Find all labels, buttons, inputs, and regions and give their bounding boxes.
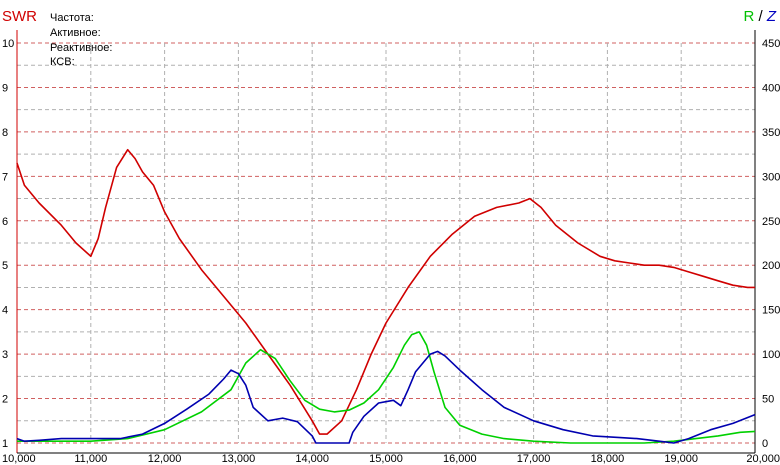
x-tick-label: 12,000	[148, 453, 182, 465]
x-tick-label: 14,000	[295, 453, 329, 465]
y-left-tick-label: 4	[2, 305, 8, 317]
x-tick-label: 20,000	[746, 453, 780, 465]
rz-slash: /	[758, 8, 763, 25]
y-right-tick-label: 300	[762, 171, 780, 183]
swr-axis-title: SWR	[2, 8, 37, 25]
info-reactive: Реактивное:	[50, 42, 113, 54]
x-tick-label: 19,000	[664, 453, 698, 465]
y-left-tick-label: 7	[2, 171, 8, 183]
series-line-swr	[16, 148, 755, 435]
y-left-tick-label: 5	[2, 260, 8, 272]
x-tick-label: 17,000	[517, 453, 551, 465]
x-tick-label: 10,000	[2, 453, 36, 465]
y-right-tick-label: 0	[762, 438, 768, 450]
y-right-tick-label: 400	[762, 82, 780, 94]
x-tick-label: 11,000	[74, 453, 107, 465]
chart-tick-labels: 1234567891005010015020025030035040045010…	[2, 38, 780, 465]
x-tick-label: 16,000	[443, 453, 477, 465]
series-line-z	[16, 350, 756, 444]
x-tick-label: 13,000	[222, 453, 256, 465]
y-right-tick-label: 100	[762, 349, 780, 361]
y-left-tick-label: 8	[2, 127, 8, 139]
y-right-tick-label: 150	[762, 305, 780, 317]
y-left-tick-label: 6	[2, 216, 8, 228]
x-tick-label: 15,000	[369, 453, 403, 465]
y-right-tick-label: 250	[762, 216, 780, 228]
y-right-tick-label: 200	[762, 260, 780, 272]
y-left-tick-label: 9	[2, 82, 8, 94]
rz-axis-title: R / Z	[743, 8, 776, 25]
x-tick-label: 18,000	[591, 453, 625, 465]
y-left-tick-label: 2	[2, 394, 8, 406]
r-axis-title: R	[743, 8, 755, 25]
series-line-r	[17, 331, 756, 444]
info-swr: КСВ:	[50, 56, 75, 68]
chart-series	[16, 148, 756, 444]
info-frequency: Частота:	[50, 12, 94, 24]
chart-axes	[16, 30, 756, 454]
chart-grid	[16, 42, 756, 444]
y-right-tick-label: 350	[762, 127, 780, 139]
y-right-tick-label: 50	[762, 394, 774, 406]
y-left-tick-label: 10	[2, 38, 14, 50]
z-axis-title: Z	[766, 8, 776, 25]
info-active: Активное:	[50, 27, 101, 39]
y-left-tick-label: 1	[2, 438, 8, 450]
y-left-tick-label: 3	[2, 349, 8, 361]
y-right-tick-label: 450	[762, 38, 780, 50]
